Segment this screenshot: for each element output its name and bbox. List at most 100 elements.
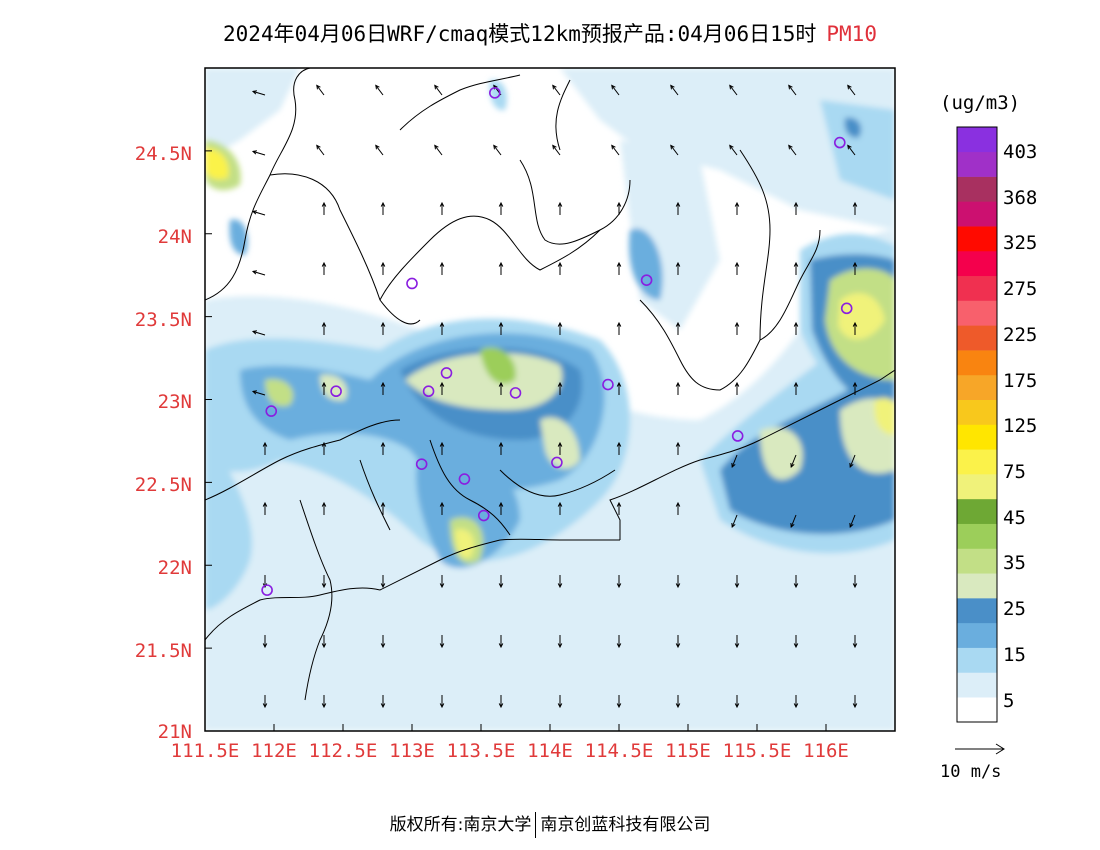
station-marker xyxy=(330,385,342,398)
wind-arrow xyxy=(849,514,856,529)
station-marker xyxy=(440,367,453,379)
wind-arrow xyxy=(380,575,386,589)
lat-label: 24.5N xyxy=(134,143,192,165)
wind-arrow xyxy=(611,84,620,96)
colorbar-swatch xyxy=(957,697,997,723)
wind-arrow xyxy=(498,695,504,709)
colorbar-label: 225 xyxy=(1003,324,1038,346)
wind-arrow xyxy=(852,575,858,589)
colorbar-swatch xyxy=(957,300,997,326)
colorbar-label: 15 xyxy=(1003,644,1026,666)
wind-arrow xyxy=(790,454,797,469)
wind-arrow xyxy=(734,575,740,589)
wind-arrow xyxy=(557,261,563,275)
colorbar-label: 5 xyxy=(1003,690,1015,712)
wind-arrow xyxy=(375,84,384,96)
station-marker xyxy=(265,405,278,417)
wind-arrow xyxy=(729,144,738,156)
wind-arrow xyxy=(321,635,327,649)
wind-arrow xyxy=(251,390,266,396)
colorbar-swatch xyxy=(957,548,997,574)
lat-label: 24N xyxy=(157,226,192,248)
wind-arrow xyxy=(616,261,622,275)
wind-arrow xyxy=(675,635,681,649)
lon-label: 115E xyxy=(665,740,711,762)
colorbar-label: 25 xyxy=(1003,598,1026,620)
wind-arrow xyxy=(557,635,563,649)
station-marker xyxy=(551,456,563,469)
wind-arrow xyxy=(380,441,386,455)
wind-arrow xyxy=(734,381,740,395)
wind-arrow xyxy=(251,150,266,156)
wind-arrow xyxy=(616,575,622,589)
wind-arrow xyxy=(557,695,563,709)
colorbar-swatch xyxy=(957,325,997,351)
wind-arrow xyxy=(670,144,679,156)
wind-arrow xyxy=(262,635,268,649)
wind-arrow xyxy=(793,321,799,335)
wind-arrow xyxy=(790,514,797,529)
wind-arrow xyxy=(498,261,504,275)
colorbar-swatch xyxy=(957,226,997,252)
station-marker xyxy=(640,274,653,286)
wind-arrow xyxy=(670,84,679,96)
colorbar-swatch xyxy=(957,176,997,202)
wind-arrow xyxy=(852,635,858,649)
station-marker xyxy=(731,430,744,442)
wind-arrow xyxy=(321,575,327,589)
wind-arrow xyxy=(793,261,799,275)
lon-label: 115.5E xyxy=(722,740,792,762)
wind-arrow xyxy=(498,381,504,395)
wind-arrow xyxy=(380,381,386,395)
station-marker xyxy=(458,473,471,485)
wind-arrow xyxy=(321,381,327,395)
wind-arrow xyxy=(675,321,681,335)
colorbar-swatch xyxy=(957,127,997,153)
wind-arrow xyxy=(493,144,502,156)
wind-arrow xyxy=(439,381,445,395)
wind-arrow xyxy=(439,201,445,215)
wind-arrow xyxy=(552,84,561,96)
colorbar-label: 368 xyxy=(1003,187,1038,209)
wind-arrow xyxy=(788,84,797,96)
wind-arrow xyxy=(849,454,856,469)
wind-arrow xyxy=(675,695,681,709)
colorbar-swatch xyxy=(957,449,997,475)
colorbar-swatch xyxy=(957,399,997,425)
wind-arrow xyxy=(434,144,443,156)
colorbar-label: 275 xyxy=(1003,278,1038,300)
wind-arrow xyxy=(498,441,504,455)
wind-arrow xyxy=(616,441,622,455)
footer-separator xyxy=(535,812,537,838)
wind-arrow xyxy=(852,695,858,709)
colorbar-swatch xyxy=(957,350,997,376)
wind-arrow xyxy=(557,321,563,335)
wind-arrow xyxy=(616,201,622,215)
lon-label: 112.5E xyxy=(308,740,378,762)
wind-arrow xyxy=(793,381,799,395)
wind-arrow xyxy=(616,381,622,395)
colorbar-swatch xyxy=(957,672,997,698)
vector-legend-arrow xyxy=(955,743,1005,755)
lon-label: 113.5E xyxy=(446,740,516,762)
lon-label: 112E xyxy=(251,740,297,762)
colorbar xyxy=(956,126,998,723)
wind-arrow xyxy=(498,321,504,335)
wind-arrow xyxy=(439,441,445,455)
wind-arrow xyxy=(498,635,504,649)
wind-arrow xyxy=(852,201,858,215)
colorbar-swatch xyxy=(957,598,997,624)
colorbar-swatch xyxy=(957,374,997,401)
axis-ticks xyxy=(204,150,827,732)
lat-label: 22N xyxy=(157,557,192,579)
colorbar-swatch xyxy=(957,275,997,301)
wind-arrow xyxy=(439,635,445,649)
wind-arrow xyxy=(498,575,504,589)
wind-arrow xyxy=(380,321,386,335)
copyright-footer: 版权所有:南京大学 南京创蓝科技有限公司 xyxy=(0,810,1100,838)
wind-arrow xyxy=(675,501,681,515)
wind-arrow xyxy=(380,501,386,515)
wind-arrow xyxy=(380,635,386,649)
wind-arrow xyxy=(793,575,799,589)
